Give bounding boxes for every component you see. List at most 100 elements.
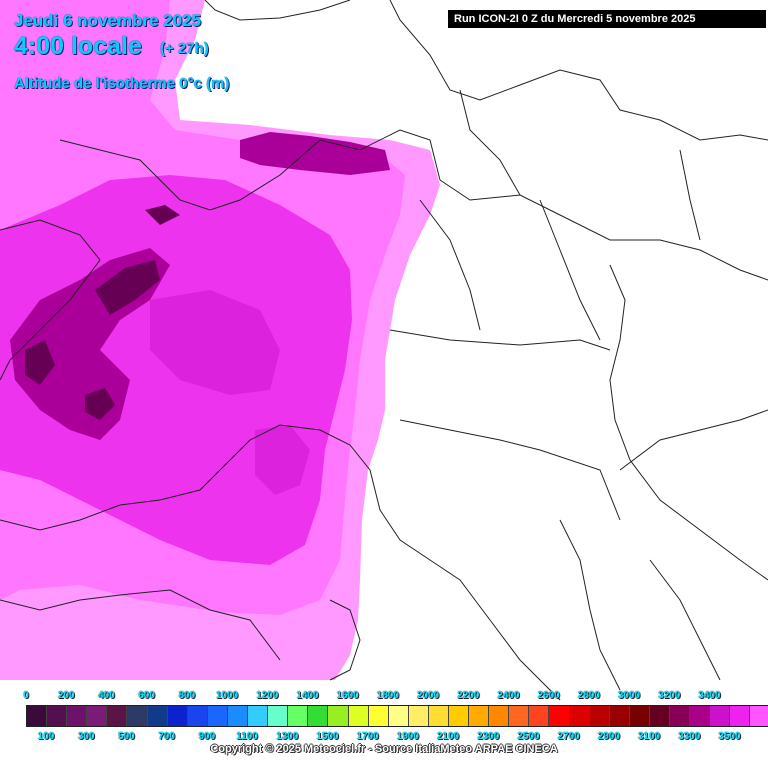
isotherm-zone-dark-3	[85, 388, 115, 420]
legend-swatch	[649, 706, 670, 726]
legend-label-bottom: 1700	[356, 731, 379, 742]
legend-swatch	[589, 706, 610, 726]
border-east-north	[389, 0, 768, 141]
coast-adriatic	[609, 264, 768, 581]
color-legend: 0 200 400 600 800 1000 1200 1400 1600 1800 2000 220…	[0, 686, 768, 768]
legend-color-bar	[26, 705, 768, 727]
region-line-3	[539, 199, 601, 341]
forecast-lead-time: (+ 27h)	[160, 40, 209, 57]
legend-label-top: 2000	[416, 690, 440, 701]
legend-swatch	[609, 706, 630, 726]
legend-swatch	[368, 706, 389, 726]
legend-swatch	[690, 706, 711, 726]
legend-label-top: 3200	[658, 690, 681, 701]
legend-label-bottom: 900	[198, 731, 216, 742]
isotherm-zone-purple-north	[240, 132, 390, 175]
legend-swatch	[710, 706, 731, 726]
legend-label-top: 200	[57, 690, 75, 701]
corsica-coast	[329, 599, 361, 681]
legend-swatch	[629, 706, 650, 726]
legend-label-bottom: 300	[77, 731, 95, 742]
legend-swatch	[730, 706, 751, 726]
legend-swatch	[509, 706, 530, 726]
legend-label-top: 0	[23, 690, 29, 701]
legend-swatch	[469, 706, 490, 726]
isotherm-zone-dark	[95, 260, 160, 315]
border-south-france	[0, 469, 221, 531]
legend-swatch	[308, 706, 329, 726]
legend-swatch	[207, 706, 228, 726]
legend-label-top: 600	[138, 690, 155, 701]
legend-swatch	[147, 706, 168, 726]
legend-label-top: 1200	[256, 690, 279, 701]
legend-label-bottom: 1300	[276, 731, 299, 742]
region-line-1	[389, 329, 611, 351]
legend-swatch	[348, 706, 369, 726]
legend-label-bottom: 3300	[678, 731, 701, 742]
legend-swatch	[227, 706, 249, 726]
copyright-text: Copyright © 2025 Meteociel.fr - Source I…	[210, 743, 558, 755]
legend-label-bottom: 3100	[637, 731, 661, 742]
border-west	[0, 219, 101, 381]
legend-swatch	[87, 706, 108, 726]
coast-provence	[0, 589, 281, 661]
region-line-6	[559, 519, 621, 691]
border-alps	[59, 129, 441, 211]
legend-label-top: 3000	[617, 690, 641, 701]
legend-swatch	[167, 706, 188, 726]
legend-label-bottom: 2100	[436, 731, 460, 742]
legend-swatch	[248, 706, 269, 726]
legend-label-bottom: 2300	[477, 731, 500, 742]
legend-label-top: 400	[98, 690, 115, 701]
legend-label-bottom: 700	[158, 731, 175, 742]
legend-swatch	[750, 706, 768, 726]
border-lines	[0, 0, 768, 701]
isotherm-zone-strong	[150, 290, 280, 395]
legend-label-bottom: 2700	[557, 731, 580, 742]
legend-swatch	[187, 706, 208, 726]
legend-label-bottom: 500	[118, 731, 135, 742]
legend-swatch	[67, 706, 88, 726]
legend-swatch	[448, 706, 470, 726]
legend-label-top: 800	[178, 690, 196, 701]
region-line-9	[459, 89, 521, 196]
legend-swatch	[388, 706, 409, 726]
legend-swatch	[428, 706, 449, 726]
legend-swatch	[47, 706, 68, 726]
legend-label-top: 1400	[296, 690, 319, 701]
legend-label-bottom: 1500	[316, 731, 339, 742]
legend-swatch	[489, 706, 510, 726]
legend-label-top: 2200	[457, 690, 480, 701]
forecast-time: 4:00 locale	[14, 32, 142, 60]
legend-label-top: 1800	[376, 690, 399, 701]
legend-label-bottom: 1900	[396, 731, 419, 742]
legend-swatch	[127, 706, 148, 726]
border-italy-east	[439, 179, 768, 281]
legend-swatch	[670, 706, 691, 726]
legend-label-top: 1000	[215, 690, 239, 701]
legend-swatch	[288, 706, 309, 726]
isotherm-zone-strong-2	[255, 425, 310, 495]
legend-label-bottom: 2500	[517, 731, 540, 742]
legend-label-bottom: 2900	[597, 731, 620, 742]
legend-label-top: 1600	[336, 690, 359, 701]
isotherm-zone-dark-north	[145, 205, 180, 225]
legend-swatch	[268, 706, 289, 726]
legend-swatch	[569, 706, 590, 726]
model-run-banner: Run ICON-2I 0 Z du Mercredi 5 novembre 2…	[448, 10, 766, 28]
legend-swatch	[27, 706, 48, 726]
legend-label-top: 2800	[577, 690, 600, 701]
legend-swatch	[328, 706, 349, 726]
map-parameter: Altitude de l'isotherme 0°c (m)	[14, 75, 230, 92]
region-line-4	[399, 419, 621, 521]
forecast-date: Jeudi 6 novembre 2025	[14, 11, 202, 30]
legend-swatch	[529, 706, 550, 726]
border-north	[204, 0, 351, 21]
legend-label-bottom: 3500	[718, 731, 741, 742]
coast-ligurian	[219, 424, 561, 701]
region-line-5	[619, 409, 768, 471]
legend-swatch	[107, 706, 128, 726]
legend-label-bottom: 1100	[236, 731, 258, 742]
